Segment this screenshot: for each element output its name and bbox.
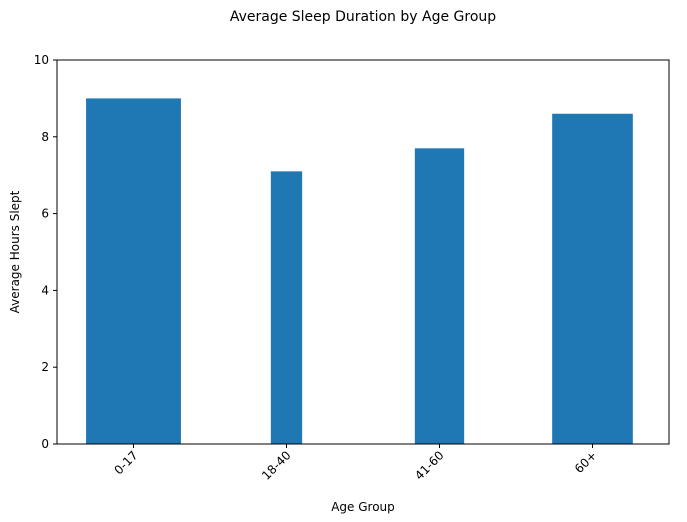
y-tick-label: 10 (34, 53, 49, 67)
bar-60+ (552, 113, 633, 444)
y-axis-label: Average Hours Slept (8, 190, 22, 313)
x-tick-label: 41-60 (412, 448, 447, 483)
x-axis-ticks: 0-17 18-40 41-60 60+ (111, 444, 600, 483)
x-tick-label: 0-17 (111, 448, 140, 477)
y-tick-label: 2 (41, 360, 49, 374)
bar-18-40 (270, 171, 303, 445)
y-tick-label: 4 (41, 283, 49, 297)
x-tick-label: 60+ (572, 448, 600, 476)
x-axis-label: Age Group (331, 500, 395, 514)
chart-title: Average Sleep Duration by Age Group (230, 9, 496, 25)
bar-41-60 (414, 148, 465, 444)
bars-group (86, 98, 633, 445)
y-axis-ticks: 0 2 4 6 8 10 (34, 53, 57, 451)
plot-area-frame (56, 59, 670, 445)
bar-0-17 (86, 98, 181, 445)
y-tick-label: 0 (41, 437, 49, 451)
y-tick-label: 8 (41, 130, 49, 144)
x-tick-label: 18-40 (259, 448, 294, 483)
y-tick-label: 6 (41, 207, 49, 221)
